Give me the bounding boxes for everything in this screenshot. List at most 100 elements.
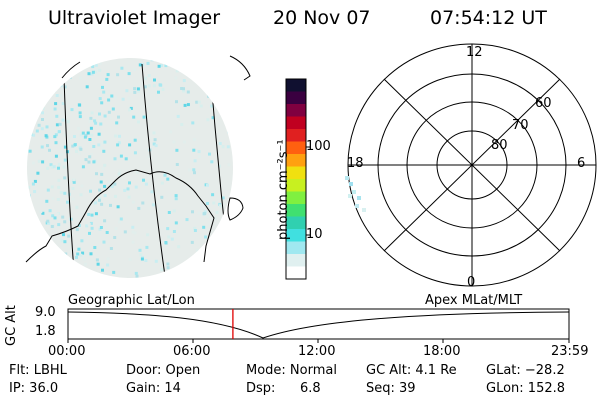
speckle (48, 148, 51, 152)
colorbar-band (286, 154, 306, 167)
speckle (53, 216, 57, 220)
speckle (197, 154, 201, 158)
speckle (75, 255, 78, 259)
speckle (219, 204, 222, 208)
speckle (145, 245, 149, 249)
speckle (73, 274, 76, 278)
speckle (103, 114, 107, 118)
speckle (127, 96, 131, 100)
speckle (223, 239, 227, 242)
speckle (103, 219, 107, 223)
speckle (96, 262, 100, 266)
speckle (164, 58, 168, 62)
speckle (57, 130, 61, 134)
speckle (99, 226, 103, 229)
timeline-xtick-2359: 23:59 (551, 344, 589, 359)
speckle (105, 77, 109, 81)
speckle (53, 135, 57, 139)
speckle (84, 62, 88, 66)
speckle (113, 157, 117, 161)
speckle (76, 252, 80, 256)
speckle (132, 115, 136, 119)
speckle (60, 78, 64, 82)
speckle (180, 87, 184, 90)
timeline-plot (67, 308, 570, 343)
speckle (79, 76, 83, 80)
speckle (116, 73, 120, 77)
speckle (226, 254, 230, 258)
speckle (197, 271, 201, 274)
speckle (153, 138, 157, 142)
speckle (28, 127, 32, 131)
speckle (222, 108, 226, 112)
speckle (82, 274, 86, 278)
timeline-ticks (67, 339, 570, 343)
colorbar-band (286, 204, 306, 217)
speckle (31, 269, 35, 273)
speckle (80, 184, 84, 188)
info-glat: GLat: −28.2 (486, 363, 565, 378)
speckle (63, 158, 67, 162)
speckle (54, 246, 58, 250)
speckle (82, 62, 86, 66)
info-dsp-value: 6.8 (300, 381, 321, 396)
speckle (139, 253, 143, 257)
speckle (62, 233, 65, 237)
speckle (75, 205, 79, 209)
speckle (164, 64, 168, 68)
speckle (29, 63, 33, 67)
info-door: Door: Open (126, 363, 201, 378)
speckle (123, 188, 127, 192)
info-gain: Gain: 14 (126, 381, 181, 396)
speckle (206, 118, 210, 122)
speckle (89, 153, 93, 157)
speckle (157, 64, 161, 68)
speckle (203, 212, 207, 215)
speckle (45, 125, 49, 129)
speckle (86, 131, 90, 135)
speckle (89, 189, 92, 193)
speckle (147, 155, 151, 158)
speckle (83, 135, 87, 139)
speckle (131, 225, 135, 229)
speckle (51, 214, 55, 218)
speckle (190, 240, 194, 244)
speckle (160, 195, 164, 199)
speckle (47, 221, 51, 225)
speckle (125, 89, 129, 93)
speckle (210, 160, 214, 164)
speckle (61, 118, 65, 122)
speckle (41, 211, 45, 215)
speckle (146, 61, 150, 65)
speckle (222, 256, 225, 260)
speckle (184, 63, 188, 67)
speckle (46, 219, 50, 223)
speckle (59, 94, 63, 98)
speckle (187, 261, 191, 265)
speckle (92, 145, 96, 148)
mlt-label-18: 18 (347, 156, 364, 171)
speckle (210, 64, 214, 68)
speckle (40, 85, 44, 89)
speckle (175, 100, 178, 104)
speckle (117, 141, 121, 145)
speckle (160, 268, 164, 272)
speckle (212, 201, 216, 205)
speckle (27, 265, 31, 268)
speckle (33, 179, 37, 183)
speckle (90, 72, 94, 76)
speckle (113, 236, 117, 239)
speckle (53, 89, 57, 93)
speckle (55, 123, 59, 127)
speckle (41, 118, 44, 121)
speckle (231, 202, 233, 206)
speckle (69, 273, 72, 277)
colorbar-band (286, 191, 306, 205)
speckle (31, 182, 35, 186)
speckle (89, 221, 93, 225)
speckle (192, 148, 196, 152)
speckle (62, 68, 66, 72)
speckle (90, 133, 94, 137)
speckle (84, 158, 88, 162)
speckle (113, 182, 117, 186)
